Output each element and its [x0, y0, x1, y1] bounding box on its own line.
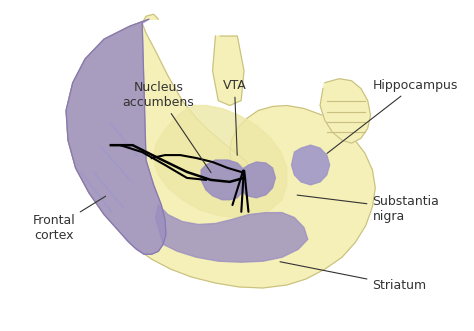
- Text: Frontal
cortex: Frontal cortex: [32, 196, 106, 242]
- Text: Substantia
nigra: Substantia nigra: [297, 195, 439, 222]
- Polygon shape: [320, 79, 371, 143]
- Polygon shape: [155, 205, 308, 262]
- Polygon shape: [213, 36, 244, 106]
- Text: Nucleus
accumbens: Nucleus accumbens: [122, 80, 211, 173]
- Polygon shape: [66, 19, 166, 254]
- Polygon shape: [66, 14, 375, 288]
- Polygon shape: [292, 145, 329, 185]
- Text: Hippocampus: Hippocampus: [327, 79, 458, 153]
- Text: VTA: VTA: [223, 79, 246, 155]
- Text: Striatum: Striatum: [280, 262, 427, 292]
- Polygon shape: [154, 106, 287, 217]
- Polygon shape: [201, 160, 247, 200]
- Polygon shape: [239, 162, 275, 198]
